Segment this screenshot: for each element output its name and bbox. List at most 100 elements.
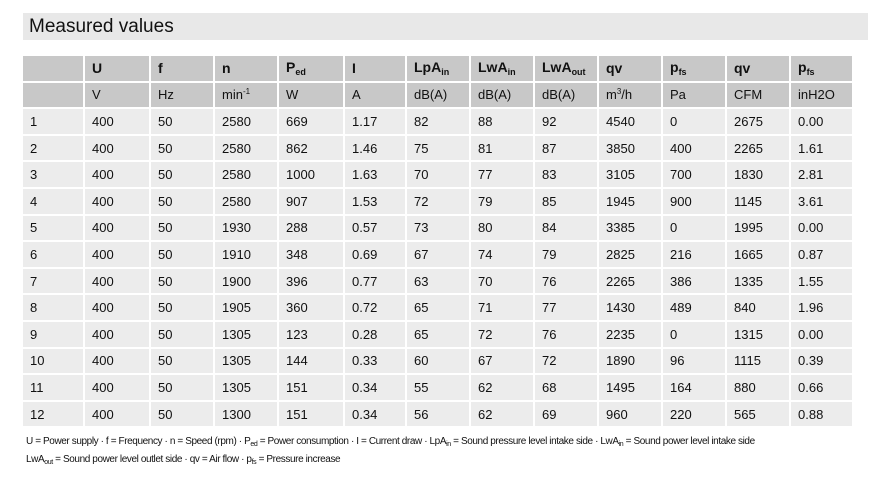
table-cell: 56 [407, 401, 469, 427]
table-cell: 0.39 [791, 348, 852, 374]
table-cell: 862 [279, 135, 343, 161]
table-cell: 1890 [599, 348, 661, 374]
header-subscript: ed [295, 67, 306, 78]
table-cell: 87 [535, 135, 597, 161]
table-cell: 2825 [599, 242, 661, 267]
header-subscript: fs [678, 67, 687, 78]
legend-subscript: in [446, 441, 451, 448]
table-cell: 880 [727, 375, 789, 400]
table-cell: 77 [535, 295, 597, 320]
table-cell: 74 [471, 242, 533, 267]
column-header: n [215, 56, 277, 81]
table-cell: 50 [151, 268, 213, 294]
table-cell: 2235 [599, 321, 661, 347]
table-cell: 79 [471, 188, 533, 214]
table-cell: 0.69 [345, 242, 405, 267]
section-title: Measured values [23, 13, 868, 40]
table-cell: 0.33 [345, 348, 405, 374]
unit-text: A [352, 87, 361, 103]
unit-text: V [92, 87, 101, 103]
table-cell: 840 [727, 295, 789, 320]
table-cell: 1.96 [791, 295, 852, 320]
table-cell: 907 [279, 188, 343, 214]
table-cell: 85 [535, 188, 597, 214]
header-symbol: p [670, 59, 679, 76]
unit-cell: dB(A) [535, 82, 597, 108]
table-cell: 1495 [599, 375, 661, 400]
table-cell: 2265 [599, 268, 661, 294]
table-cell: 1930 [215, 215, 277, 241]
table-cell: 3 [23, 162, 83, 187]
table-cell: 400 [85, 348, 149, 374]
unit-cell: dB(A) [407, 82, 469, 108]
legend-text: = Sound power level intake side [623, 436, 755, 447]
header-subscript: out [571, 67, 586, 78]
table-cell: 216 [663, 242, 725, 267]
table-cell: 400 [85, 215, 149, 241]
table-cell: 69 [535, 401, 597, 427]
unit-cell: Pa [663, 82, 725, 108]
table-cell: 12 [23, 401, 83, 427]
header-symbol: LwA [478, 59, 508, 76]
unit-text: W [286, 87, 299, 103]
table-cell: 80 [471, 215, 533, 241]
column-header: U [85, 56, 149, 81]
legend-subscript: in [618, 441, 624, 448]
table-cell: 0.34 [345, 375, 405, 400]
table-cell: 88 [471, 109, 533, 134]
column-header: qv [727, 56, 789, 81]
legend-subscript: out [44, 459, 53, 466]
table-cell: 1145 [727, 188, 789, 214]
table-row: 8 400 50 1905 360 0.72 65 71 77 1430 489 840 1.96 [23, 295, 852, 320]
table-cell: 67 [471, 348, 533, 374]
table-cell: 82 [407, 109, 469, 134]
table-cell: 144 [279, 348, 343, 374]
table-cell: 1995 [727, 215, 789, 241]
table-cell: 669 [279, 109, 343, 134]
unit-text: Hz [158, 87, 174, 103]
table-cell: 960 [599, 401, 661, 427]
table-cell: 151 [279, 401, 343, 427]
table-cell: 0.57 [345, 215, 405, 241]
table-cell: 7 [23, 268, 83, 294]
legend-text: = Power consumption · I = Current draw ·… [257, 436, 447, 447]
table-cell: 2580 [215, 135, 277, 161]
unit-superscript: -1 [242, 87, 251, 97]
table-cell: 5 [23, 215, 83, 241]
table-row: 6 400 50 1910 348 0.69 67 74 79 2825 216 1665 0.87 [23, 242, 852, 267]
table-cell: 67 [407, 242, 469, 267]
table-row: 2 400 50 2580 862 1.46 75 81 87 3850 400 2265 1.61 [23, 135, 852, 161]
unit-text: m [606, 87, 617, 103]
table-row: 3 400 50 2580 1000 1.63 70 77 83 3105 700 1830 2.81 [23, 162, 852, 187]
table-cell: 4 [23, 188, 83, 214]
table-cell: 83 [535, 162, 597, 187]
table-cell: 1.46 [345, 135, 405, 161]
table-cell: 1665 [727, 242, 789, 267]
column-header: LpAin [407, 56, 469, 81]
table-cell: 164 [663, 375, 725, 400]
table-cell: 1.17 [345, 109, 405, 134]
table-cell: 1.53 [345, 188, 405, 214]
column-header: LwAin [471, 56, 533, 81]
header-symbol: LwA [542, 59, 572, 76]
table-row: 7 400 50 1900 396 0.77 63 70 76 2265 386 1335 1.55 [23, 268, 852, 294]
table-cell: 76 [535, 268, 597, 294]
table-cell: 75 [407, 135, 469, 161]
table-cell: 0 [663, 215, 725, 241]
table-cell: 1900 [215, 268, 277, 294]
table-cell: 70 [407, 162, 469, 187]
unit-cell: A [345, 82, 405, 108]
legend-subscript: ed [250, 441, 258, 448]
table-cell: 1305 [215, 375, 277, 400]
table-cell: 565 [727, 401, 789, 427]
table-row: 1 400 50 2580 669 1.17 82 88 92 4540 0 2675 0.00 [23, 109, 852, 134]
header-symbol: U [92, 60, 103, 77]
unit-cell: min-1 [215, 82, 277, 108]
table-cell: 71 [471, 295, 533, 320]
table-cell: 0.00 [791, 109, 852, 134]
unit-text: dB(A) [414, 87, 448, 103]
unit-text: Pa [670, 87, 686, 103]
table-cell: 2580 [215, 109, 277, 134]
header-subscript: in [441, 67, 450, 78]
table-cell: 68 [535, 375, 597, 400]
